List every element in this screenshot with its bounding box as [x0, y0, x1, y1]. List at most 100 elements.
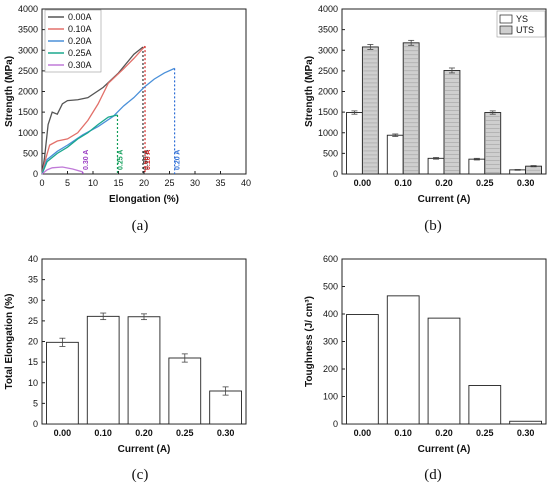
c-xlabel: Current (A) — [118, 444, 171, 455]
d-xtick-label: 0.10 — [394, 428, 412, 438]
a-xtick-label: 10 — [88, 178, 98, 188]
b-legend-swatch-0 — [499, 14, 513, 24]
a-ytick-label: 2000 — [18, 87, 38, 97]
a-ytick-label: 4000 — [18, 4, 38, 14]
b-legend-label-1: UTS — [516, 25, 534, 35]
d-ytick-label: 300 — [323, 337, 338, 347]
c-ytick-label: 0 — [33, 419, 38, 429]
b-bar — [346, 112, 363, 175]
a-legend-label-4: 0.30A — [68, 60, 92, 70]
a-ytick-label: 3000 — [18, 45, 38, 55]
b-xlabel: Current (A) — [418, 194, 471, 205]
b-legend-swatch-1 — [499, 25, 513, 35]
b-xtick-label: 0.25 — [476, 178, 494, 188]
b-ylabel: Strength (MPa) — [304, 56, 315, 127]
b-xtick-label: 0.00 — [354, 178, 372, 188]
a-xtick-label: 15 — [113, 178, 123, 188]
a-series-line-4 — [41, 166, 83, 175]
b-ytick-label: 3500 — [318, 25, 338, 35]
a-legend-label-3: 0.25A — [68, 48, 92, 58]
b-ytick-label: 1000 — [318, 128, 338, 138]
d-ylabel: Toughness (J/ cm³) — [304, 296, 315, 387]
a-fracture-label-4: 0.30 A — [83, 150, 90, 170]
a-ylabel: Strength (MPa) — [4, 56, 15, 127]
d-ytick-label: 500 — [323, 282, 338, 292]
c-bar — [127, 316, 161, 425]
b-ytick-label: 1500 — [318, 107, 338, 117]
b-ytick-label: 2000 — [318, 87, 338, 97]
b-bar — [386, 134, 404, 175]
chart-d-toughness-bars: 0 100 200 300 400 500 600 Current (A) Toughness … — [304, 254, 547, 455]
b-ytick-label: 3000 — [318, 45, 338, 55]
panel-label-a: (a) — [132, 218, 149, 234]
panel-label-d: (d) — [424, 467, 442, 483]
d-ytick-label: 200 — [323, 364, 338, 374]
a-ytick-label: 2500 — [18, 66, 38, 76]
a-ytick-label: 1500 — [18, 107, 38, 117]
b-xtick-label: 0.30 — [517, 178, 535, 188]
a-fracture-label-3: 0.25 A — [117, 150, 124, 170]
a-legend-label-1: 0.10A — [68, 24, 92, 34]
c-xtick-label: 0.20 — [135, 428, 153, 438]
a-xtick-label: 25 — [164, 178, 174, 188]
d-xlabel: Current (A) — [418, 444, 471, 455]
a-series-line-1 — [41, 45, 146, 175]
a-xtick-label: 5 — [65, 178, 70, 188]
a-xlabel: Elongation (%) — [109, 194, 179, 205]
a-fracture-label-0: 0.00 A — [143, 150, 150, 170]
c-ytick-label: 30 — [28, 295, 38, 305]
c-ylabel: Total Elongation (%) — [4, 294, 15, 390]
c-bar — [46, 341, 79, 425]
d-bar — [346, 314, 379, 425]
c-bar — [209, 390, 242, 425]
c-ytick-label: 15 — [28, 357, 38, 367]
d-bar — [468, 385, 502, 425]
panel-label-b: (b) — [424, 218, 442, 234]
a-fracture-label-1: 0.10 A — [145, 150, 152, 170]
a-ytick-label: 1000 — [18, 128, 38, 138]
d-ytick-label: 0 — [333, 419, 338, 429]
chart-c-elongation-bars: 0 5 10 15 20 25 30 35 40 Current (A) Total Elongat… — [4, 254, 247, 455]
b-bar — [468, 158, 486, 175]
a-ytick-label: 500 — [23, 148, 38, 158]
d-ytick-label: 100 — [323, 392, 338, 402]
a-legend-label-0: 0.00A — [68, 12, 92, 22]
c-xtick-label: 0.30 — [217, 428, 235, 438]
b-ytick-label: 2500 — [318, 66, 338, 76]
panel-label-c: (c) — [132, 467, 149, 483]
b-xtick-label: 0.20 — [435, 178, 453, 188]
d-bar — [386, 295, 420, 425]
c-ytick-label: 40 — [28, 254, 38, 264]
c-ytick-label: 5 — [33, 398, 38, 408]
b-ytick-label: 4000 — [318, 4, 338, 14]
b-ytick-label: 0 — [333, 169, 338, 179]
c-ytick-label: 20 — [28, 337, 38, 347]
a-ytick-label: 3500 — [18, 25, 38, 35]
c-xtick-label: 0.00 — [54, 428, 72, 438]
b-legend-label-0: YS — [516, 14, 528, 24]
a-xtick-label: 40 — [241, 178, 251, 188]
b-xtick-label: 0.10 — [394, 178, 412, 188]
c-bar — [86, 315, 120, 425]
d-xtick-label: 0.00 — [354, 428, 372, 438]
a-series-line-3 — [41, 114, 118, 175]
c-bar — [168, 357, 202, 425]
c-xtick-label: 0.10 — [94, 428, 112, 438]
b-bar — [402, 42, 420, 175]
c-ytick-label: 35 — [28, 275, 38, 285]
chart-a-stress-strain: 0 500 1000 1500 2000 2500 3000 3500 4000 Elongati… — [4, 4, 251, 205]
a-fracture-label-2: 0.20 A — [175, 150, 182, 170]
b-ytick-label: 500 — [323, 148, 338, 158]
chart-b-strength-bars: 0 500 1000 1500 2000 2500 3000 3500 4000 Current … — [304, 4, 547, 205]
c-ytick-label: 25 — [28, 316, 38, 326]
b-bar — [427, 157, 445, 175]
d-xtick-label: 0.30 — [517, 428, 535, 438]
a-ytick-label: 0 — [33, 169, 38, 179]
a-xtick-label: 20 — [139, 178, 149, 188]
c-ytick-label: 10 — [28, 378, 38, 388]
d-xtick-label: 0.25 — [476, 428, 494, 438]
a-xtick-label: 30 — [190, 178, 200, 188]
d-bar — [509, 420, 542, 425]
a-xtick-label: 0 — [39, 178, 44, 188]
